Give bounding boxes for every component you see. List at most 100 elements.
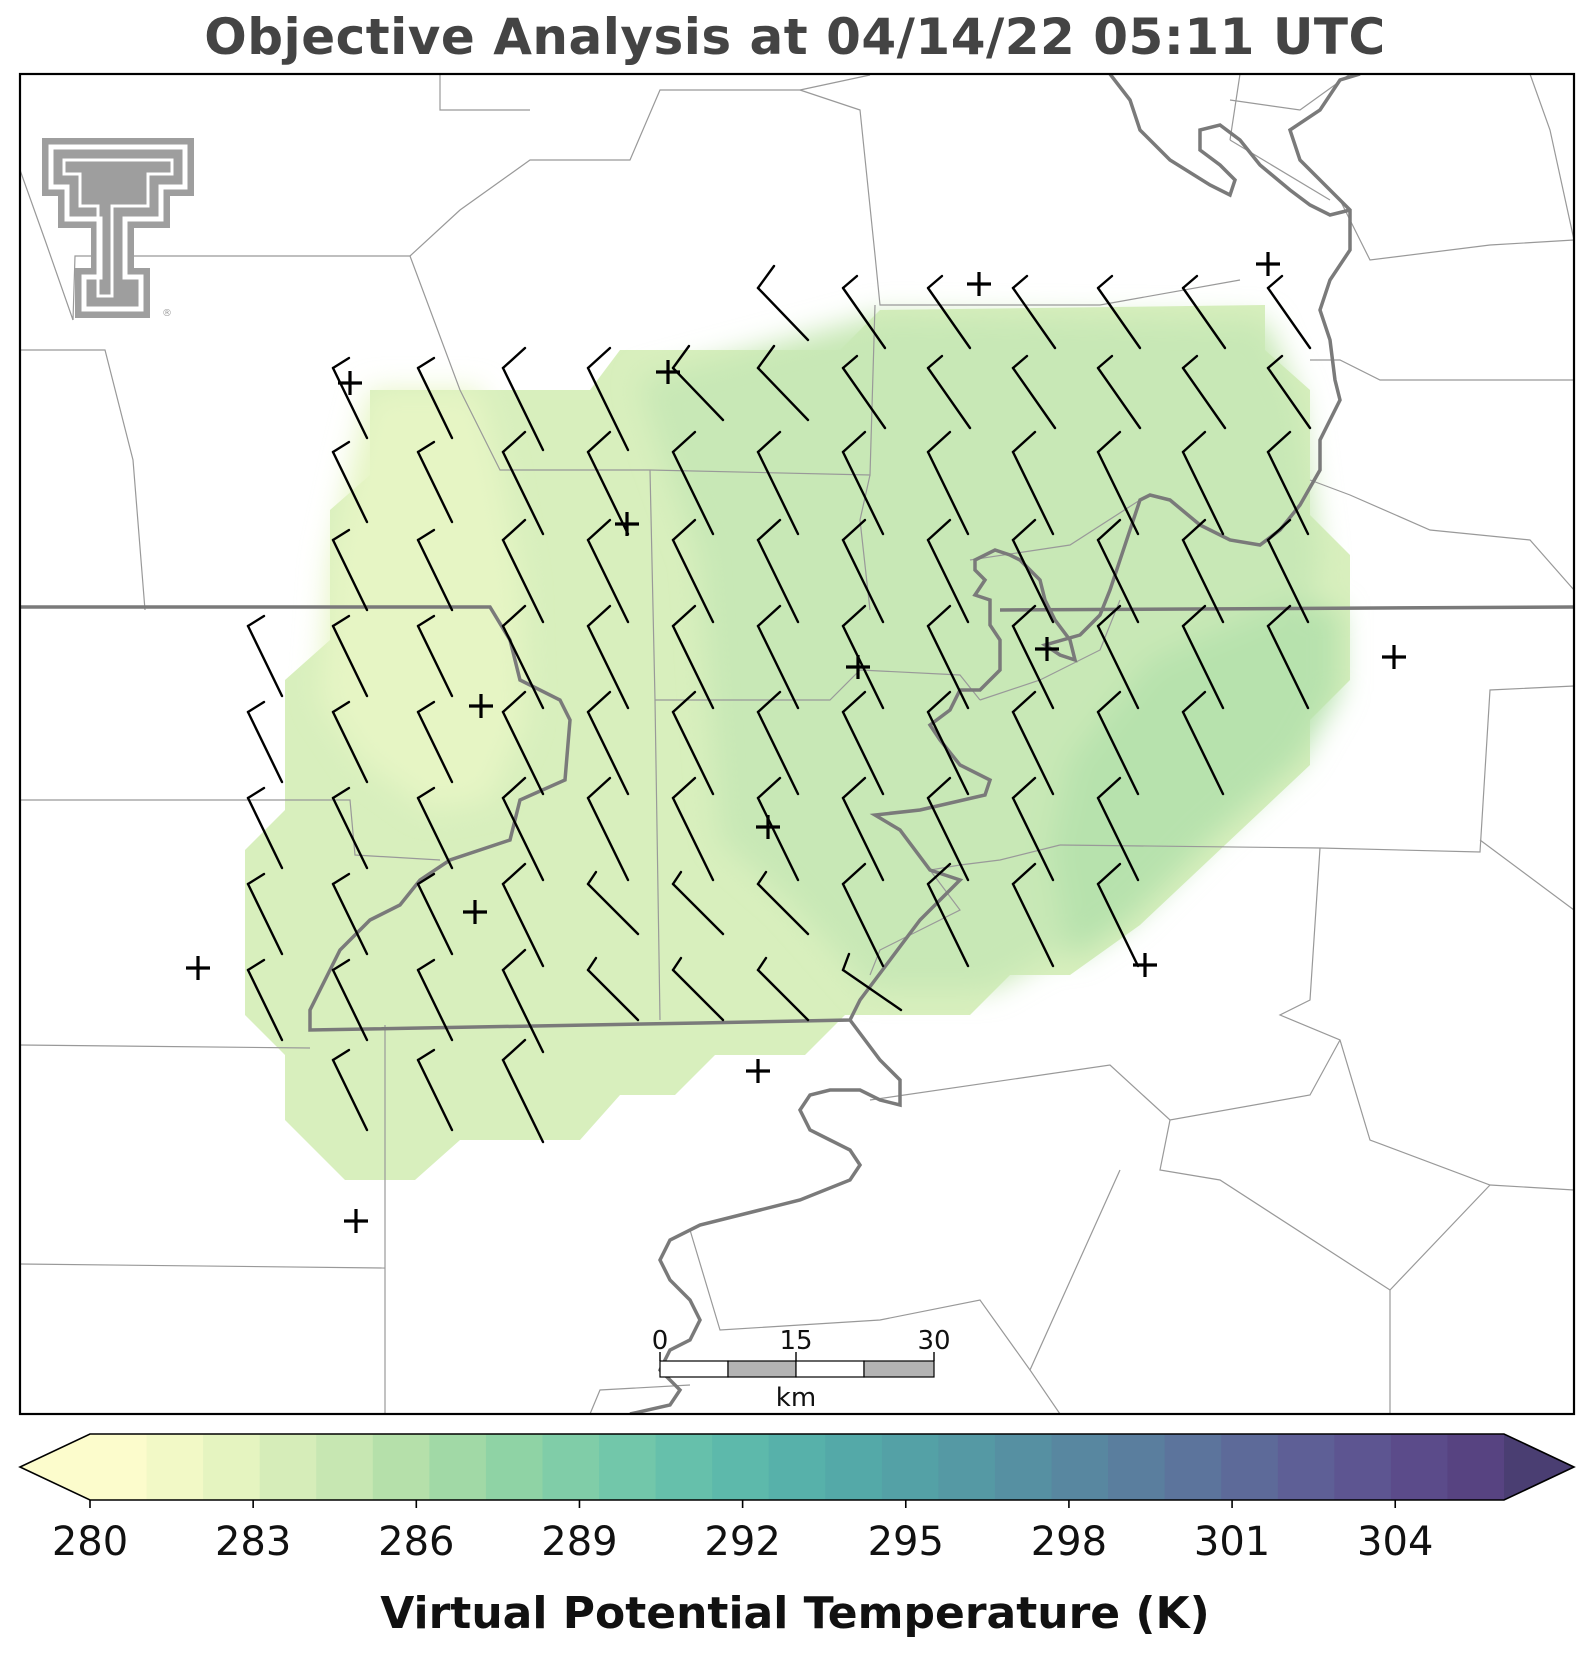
wind-barb	[1181, 604, 1225, 710]
wind-barb	[416, 356, 454, 440]
wind-barb	[671, 518, 715, 624]
wind-barb	[586, 956, 640, 1022]
colorbar-tick-label: 304	[1357, 1519, 1433, 1565]
station-marker	[469, 694, 493, 718]
station-marker	[1382, 645, 1406, 669]
wind-barb	[926, 862, 970, 968]
wind-barb	[1096, 862, 1140, 968]
wind-barb	[1181, 274, 1227, 350]
wind-barb	[1096, 518, 1140, 624]
colorbar-segment	[372, 1434, 430, 1500]
wind-barb	[416, 614, 454, 698]
wind-barb	[246, 614, 284, 698]
wind-barb	[1181, 430, 1225, 536]
wind-barb	[586, 870, 640, 936]
wind-barb	[756, 430, 800, 536]
colorbar-segment	[599, 1434, 657, 1500]
colorbar-under-arrow	[20, 1434, 90, 1500]
county-lines	[20, 74, 1574, 1414]
colorbar-outline	[18, 1433, 1576, 1501]
station-marker	[746, 1059, 770, 1083]
wind-barb	[331, 614, 369, 698]
colorbar-segment	[316, 1434, 374, 1500]
wind-barb	[586, 346, 630, 452]
wind-barb	[926, 430, 970, 536]
wind-barb	[1011, 776, 1055, 882]
wind-barb	[416, 786, 454, 870]
colorbar-segment	[655, 1434, 713, 1500]
wind-barb	[841, 776, 885, 882]
colorbar-tick-label: 280	[52, 1519, 128, 1565]
wind-barb	[1011, 604, 1055, 710]
station-marker	[344, 1209, 368, 1233]
wind-barb	[671, 344, 725, 422]
wind-barb	[1096, 430, 1140, 536]
colorbar-segment	[542, 1434, 600, 1500]
scale-bar: 0 15 30 km	[652, 1326, 951, 1413]
wind-barb	[1096, 354, 1142, 430]
wind-barb	[1266, 430, 1310, 536]
colorbar-segment	[994, 1434, 1053, 1500]
wind-barb	[501, 862, 545, 968]
wind-barb	[1181, 354, 1227, 430]
wind-barb	[416, 872, 454, 956]
colorbar-segment	[768, 1434, 826, 1500]
colorbar-segment	[1108, 1434, 1166, 1500]
colorbar-tick-label: 286	[378, 1519, 454, 1565]
colorbar-segment	[712, 1434, 770, 1500]
wind-barb	[841, 952, 903, 1012]
colorbar-segment	[825, 1434, 883, 1500]
wind-barb	[501, 430, 545, 536]
colorbar-segment	[1447, 1434, 1505, 1500]
colorbar-segment	[1221, 1434, 1279, 1500]
wind-barb	[331, 1048, 369, 1132]
wind-barb	[331, 786, 369, 870]
wind-barb	[671, 430, 715, 536]
wind-barb	[1266, 354, 1312, 430]
colorbar-tick-label: 283	[215, 1519, 291, 1565]
colorbar-segment	[90, 1434, 148, 1500]
station-marker	[338, 371, 362, 395]
wind-barb	[331, 356, 369, 440]
wind-barb	[756, 956, 810, 1022]
station-marker	[1256, 252, 1280, 276]
station-marker	[1035, 637, 1059, 661]
colorbar-over-arrow	[1504, 1434, 1574, 1500]
wind-barb	[926, 274, 972, 350]
colorbar-segment	[1334, 1434, 1392, 1500]
wind-barb	[841, 690, 885, 796]
colorbar-segment	[146, 1434, 204, 1500]
wind-barb	[501, 604, 545, 710]
colorbar-tick-label: 289	[541, 1519, 617, 1565]
wind-barb	[1181, 690, 1225, 796]
wind-barb	[841, 274, 887, 350]
wind-barb	[756, 870, 810, 936]
wind-barb	[331, 958, 369, 1042]
wind-barb	[1011, 690, 1055, 796]
colorbar-tick-label: 292	[704, 1519, 780, 1565]
colorbar-segment	[881, 1434, 939, 1500]
wind-barb	[331, 528, 369, 612]
station-marker	[967, 272, 991, 296]
colorbar-tick-label: 295	[868, 1519, 944, 1565]
wind-barb	[416, 700, 454, 784]
wind-barb	[246, 700, 284, 784]
wind-barb	[1181, 518, 1225, 624]
wind-barb	[926, 690, 970, 796]
wind-barb	[756, 264, 810, 342]
scale-unit: km	[776, 1383, 816, 1413]
colorbar-segment	[1277, 1434, 1335, 1500]
wind-barb	[841, 430, 885, 536]
station-marker	[186, 956, 210, 980]
wind-barb	[586, 690, 630, 796]
wind-barb	[416, 528, 454, 612]
wind-barb	[501, 1038, 545, 1144]
map-title: Objective Analysis at 04/14/22 05:11 UTC	[204, 8, 1386, 66]
colorbar-segment	[938, 1434, 996, 1500]
wind-barb	[926, 776, 970, 882]
wind-barb	[756, 604, 800, 710]
wind-barb	[841, 518, 885, 624]
colorbar-segment	[1390, 1434, 1449, 1500]
